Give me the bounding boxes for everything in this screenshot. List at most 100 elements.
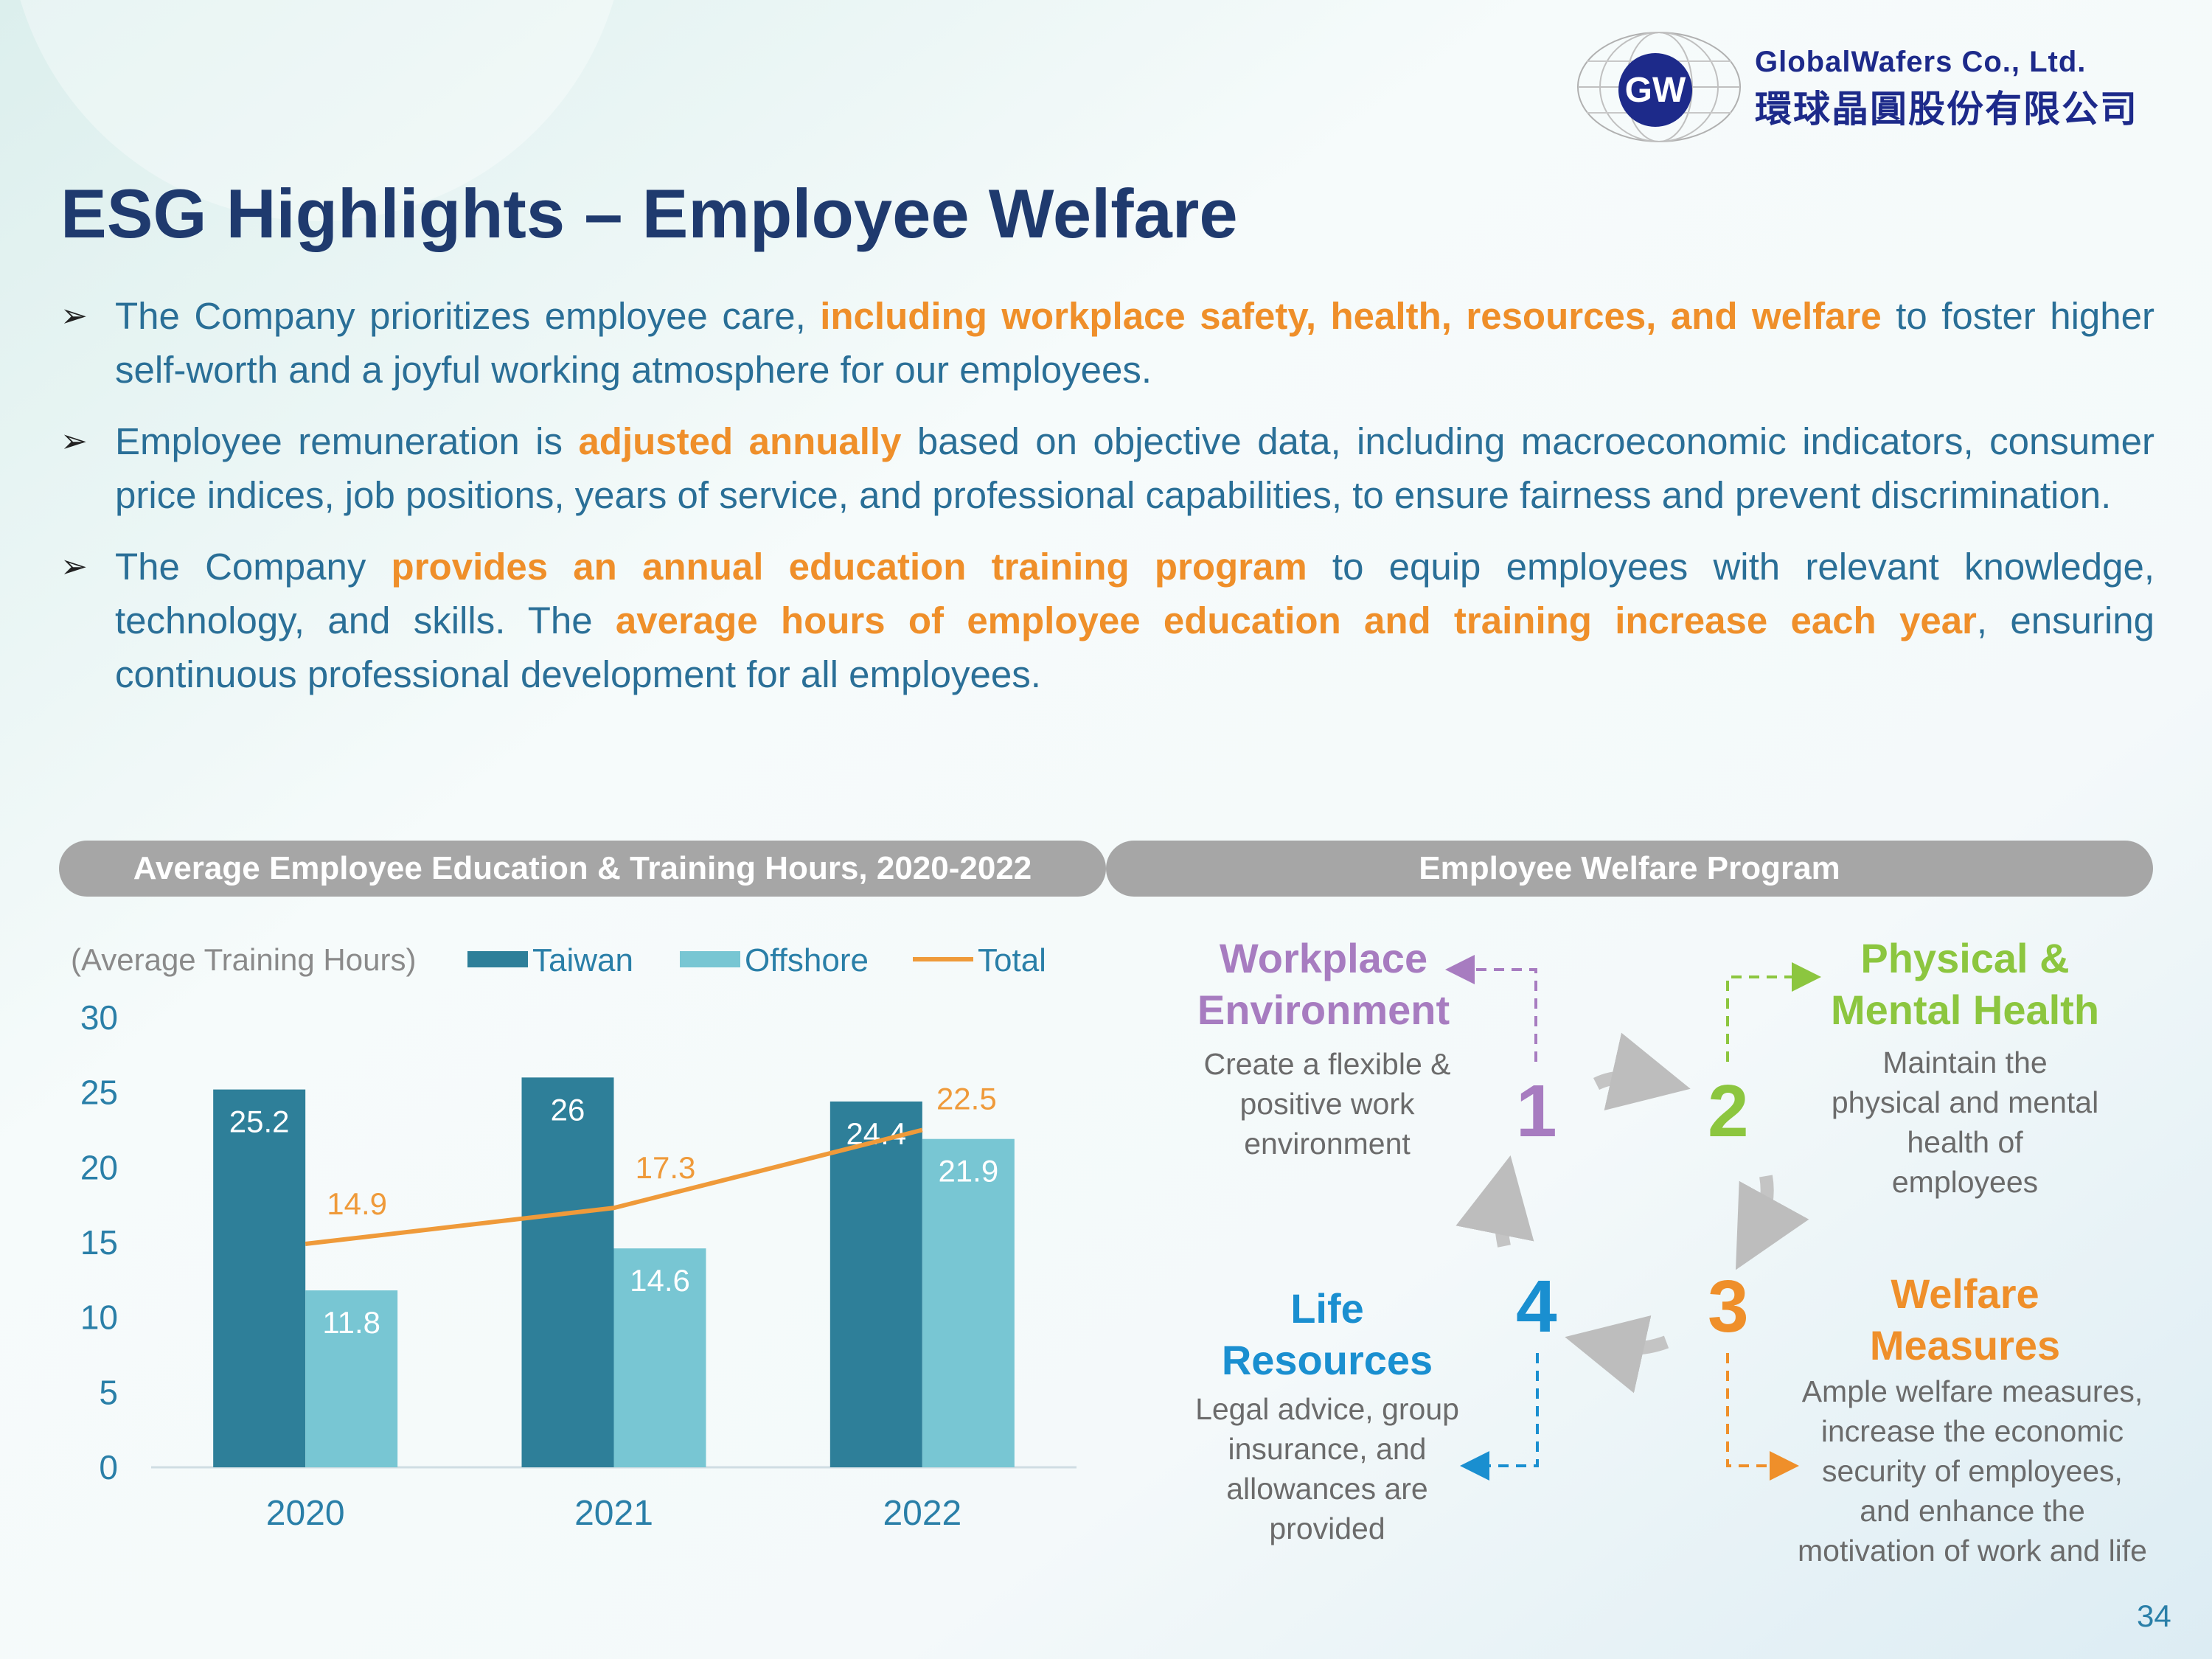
welfare-title-workplace: Workplace Environment bbox=[1150, 933, 1497, 1036]
page-number: 34 bbox=[2137, 1599, 2171, 1633]
welfare-cycle-diagram bbox=[1445, 955, 1821, 1481]
training-hours-chart: 051015202530202025.211.820212614.6202224… bbox=[80, 998, 1077, 1533]
y-tick-label: 5 bbox=[99, 1373, 118, 1411]
connector-life bbox=[1460, 1353, 1539, 1481]
legend-swatch bbox=[467, 951, 528, 968]
welfare-desc-line: provided bbox=[1269, 1512, 1385, 1545]
welfare-desc-line: health of bbox=[1907, 1125, 2023, 1159]
y-tick-label: 25 bbox=[80, 1074, 118, 1112]
welfare-desc-line: employees bbox=[1891, 1165, 2039, 1199]
legend-taiwan: Taiwan bbox=[467, 942, 633, 979]
bar-taiwan bbox=[830, 1101, 922, 1467]
y-tick-label: 15 bbox=[80, 1223, 118, 1262]
welfare-desc-line: Create a flexible & bbox=[1203, 1047, 1451, 1081]
bar-offshore bbox=[613, 1248, 706, 1467]
cycle-arrow-3-4 bbox=[1565, 1315, 1669, 1394]
bullet-text: based on objective data, including macro… bbox=[115, 420, 2155, 516]
connector-welfare bbox=[1726, 1353, 1799, 1481]
y-tick-label: 20 bbox=[80, 1148, 118, 1186]
bar-offshore bbox=[305, 1290, 398, 1467]
chart-section-header: Average Employee Education & Training Ho… bbox=[59, 841, 1106, 897]
cycle-arrow-1-2 bbox=[1593, 1032, 1691, 1111]
data-label-total: 17.3 bbox=[636, 1150, 696, 1185]
welfare-title-line: Environment bbox=[1197, 987, 1450, 1033]
legend-swatch bbox=[680, 951, 740, 968]
bullet-arrow-icon: ➢ bbox=[60, 298, 88, 334]
page-title: ESG Highlights – Employee Welfare bbox=[60, 175, 1238, 252]
bullet-list: ➢ The Company prioritizes employee care,… bbox=[60, 289, 2154, 719]
cycle-arrow-2-3 bbox=[1735, 1175, 1809, 1270]
bullet-arrow-icon: ➢ bbox=[60, 549, 88, 585]
welfare-title-line: Workplace bbox=[1219, 935, 1428, 981]
connector-workplace bbox=[1445, 955, 1537, 1062]
welfare-number-1: 1 bbox=[1516, 1070, 1557, 1152]
bullet-text: to equip employees with relevant knowled… bbox=[115, 546, 2154, 641]
welfare-desc-line: positive work bbox=[1239, 1087, 1415, 1121]
line-total bbox=[305, 1127, 923, 1247]
data-label-taiwan: 26 bbox=[551, 1092, 585, 1127]
welfare-desc-health: Maintain the physical and mental health … bbox=[1784, 1043, 2146, 1202]
data-label-offshore: 11.8 bbox=[322, 1305, 380, 1340]
company-name-zh: 環球晶圓股份有限公司 bbox=[1755, 88, 2138, 130]
bullet-highlight: adjusted annually bbox=[578, 420, 902, 462]
welfare-title-line: Welfare bbox=[1891, 1270, 2039, 1317]
y-tick-label: 30 bbox=[80, 998, 118, 1037]
legend-total: Total bbox=[913, 942, 1046, 979]
legend-label: Taiwan bbox=[532, 942, 633, 978]
y-tick-label: 10 bbox=[80, 1298, 118, 1337]
data-label-total: 14.9 bbox=[327, 1186, 387, 1221]
x-tick-label: 2021 bbox=[574, 1494, 653, 1533]
welfare-desc-workplace: Create a flexible & positive work enviro… bbox=[1150, 1044, 1504, 1164]
bullet-text: Employee remuneration is bbox=[115, 420, 579, 462]
bullet-arrow-icon: ➢ bbox=[60, 423, 88, 459]
welfare-desc-line: Legal advice, group bbox=[1195, 1392, 1459, 1426]
legend-label: Offshore bbox=[745, 942, 869, 978]
cycle-arrow-4-1 bbox=[1455, 1155, 1534, 1248]
x-tick-label: 2020 bbox=[266, 1494, 345, 1533]
bar-taiwan bbox=[521, 1077, 614, 1467]
company-logo: GW bbox=[1577, 32, 1741, 142]
bar-taiwan bbox=[213, 1089, 306, 1467]
welfare-title-health: Physical & Mental Health bbox=[1784, 933, 2146, 1036]
welfare-desc-line: Ample welfare measures, bbox=[1801, 1374, 2143, 1408]
welfare-title-life: Life Resources bbox=[1150, 1283, 1504, 1386]
bullet-item: ➢ The Company provides an annual educati… bbox=[60, 540, 2154, 701]
welfare-desc-line: physical and mental bbox=[1831, 1085, 2099, 1119]
welfare-title-line: Physical & bbox=[1860, 935, 2070, 981]
data-label-taiwan: 25.2 bbox=[229, 1105, 290, 1139]
data-label-offshore: 14.6 bbox=[630, 1263, 690, 1298]
x-tick-label: 2022 bbox=[883, 1494, 961, 1533]
welfare-desc-life: Legal advice, group insurance, and allow… bbox=[1150, 1389, 1504, 1548]
welfare-desc-line: allowances are bbox=[1226, 1472, 1428, 1506]
legend-line bbox=[913, 957, 973, 962]
welfare-title-line: Resources bbox=[1221, 1337, 1433, 1383]
welfare-desc-line: Maintain the bbox=[1882, 1046, 2048, 1079]
welfare-title-measures: Welfare Measures bbox=[1784, 1268, 2146, 1371]
welfare-desc-line: increase the economic bbox=[1820, 1414, 2124, 1448]
welfare-number-4: 4 bbox=[1516, 1265, 1557, 1348]
welfare-desc-line: motivation of work and life bbox=[1797, 1534, 2147, 1568]
bullet-item: ➢ Employee remuneration is adjusted annu… bbox=[60, 414, 2154, 522]
bullet-highlight: provides an annual education training pr… bbox=[391, 546, 1307, 588]
welfare-number-2: 2 bbox=[1708, 1070, 1749, 1152]
company-name-en: GlobalWafers Co., Ltd. bbox=[1755, 46, 2087, 78]
welfare-number-3: 3 bbox=[1708, 1265, 1749, 1348]
welfare-desc-line: and enhance the bbox=[1860, 1494, 2085, 1528]
data-label-offshore: 21.9 bbox=[938, 1154, 998, 1189]
welfare-title-line: Measures bbox=[1869, 1322, 2061, 1368]
bullet-text: The Company prioritizes employee care, bbox=[115, 295, 821, 337]
logo-text: GW bbox=[1625, 71, 1686, 110]
bullet-item: ➢ The Company prioritizes employee care,… bbox=[60, 289, 2154, 397]
welfare-desc-line: environment bbox=[1244, 1127, 1411, 1161]
legend-label: Total bbox=[978, 942, 1046, 978]
welfare-title-line: Life bbox=[1290, 1285, 1364, 1332]
y-tick-label: 0 bbox=[99, 1448, 118, 1486]
bar-offshore bbox=[922, 1138, 1015, 1467]
welfare-desc-line: security of employees, bbox=[1822, 1454, 2123, 1488]
welfare-desc-line: insurance, and bbox=[1228, 1432, 1427, 1466]
welfare-title-line: Mental Health bbox=[1830, 987, 2100, 1033]
bullet-highlight: average hours of employee education and … bbox=[615, 599, 1977, 641]
bullet-text: , ensuring continuous professional devel… bbox=[115, 599, 2154, 695]
bullet-highlight: including workplace safety, health, reso… bbox=[820, 295, 1882, 337]
legend-offshore: Offshore bbox=[680, 942, 869, 979]
